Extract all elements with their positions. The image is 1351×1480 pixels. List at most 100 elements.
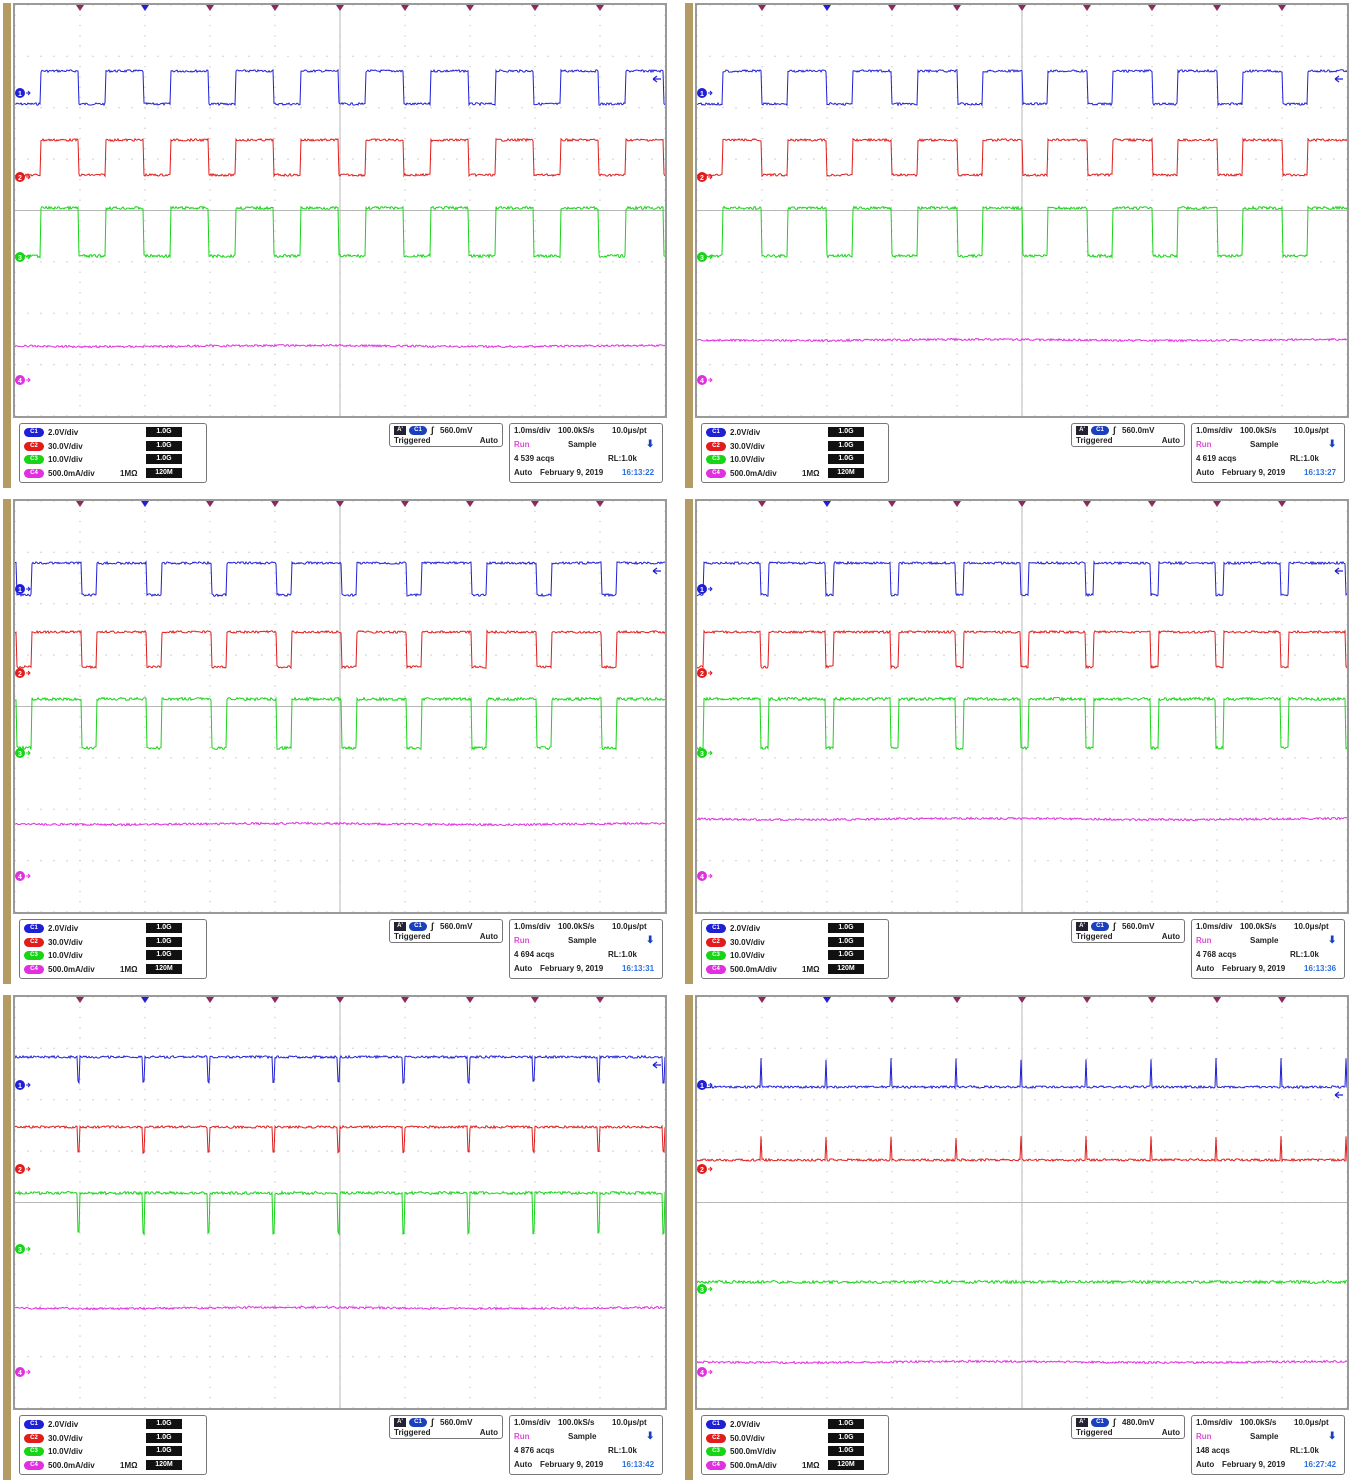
grid-dot <box>482 603 483 604</box>
grid-dot <box>274 179 275 180</box>
grid-dot <box>599 1325 600 1326</box>
grid-dot <box>1229 654 1230 655</box>
grid-dot <box>1073 5 1074 6</box>
grid-dot <box>105 313 106 314</box>
grid-dot <box>131 1305 132 1306</box>
grid-dot <box>534 654 535 655</box>
grid-dot <box>1190 603 1191 604</box>
grid-dot <box>664 1253 665 1254</box>
grid-dot <box>183 313 184 314</box>
grid-dot <box>352 1253 353 1254</box>
grid-dot <box>664 241 665 242</box>
grid-dot <box>891 613 892 614</box>
time-marker-icon <box>596 997 604 1003</box>
grid-dot <box>1216 634 1217 635</box>
grid-dot <box>79 1233 80 1234</box>
grid-dot <box>1086 572 1087 573</box>
bandwidth-value: 120M <box>837 965 855 972</box>
grid-dot <box>891 911 892 912</box>
grid-dot <box>417 1048 418 1049</box>
grid-dot <box>79 839 80 840</box>
grid-dot <box>534 541 535 542</box>
grid-dot <box>709 757 710 758</box>
grid-dot <box>326 997 327 998</box>
grid-dot <box>274 685 275 686</box>
grid-dot <box>956 415 957 416</box>
grid-dot <box>664 521 665 522</box>
grid-dot <box>105 552 106 553</box>
grid-dot <box>1294 107 1295 108</box>
grid-dot <box>326 107 327 108</box>
grid-dot <box>612 1150 613 1151</box>
grid-dot <box>534 128 535 129</box>
grid-dot <box>261 911 262 912</box>
grid-dot <box>748 552 749 553</box>
bandwidth-limit: 1.0G <box>146 427 182 437</box>
grid-dot <box>1229 107 1230 108</box>
grid-dot <box>456 313 457 314</box>
grid-dot <box>664 829 665 830</box>
grid-dot <box>15 1294 16 1295</box>
time-marker-icon <box>466 501 474 507</box>
grid-dot <box>79 634 80 635</box>
grid-dot <box>638 552 639 553</box>
grid-dot <box>79 1181 80 1182</box>
grid-dot <box>391 654 392 655</box>
grid-dot <box>300 809 301 810</box>
grid-dot <box>625 313 626 314</box>
time-marker-icon <box>1278 5 1286 11</box>
grid-dot <box>761 364 762 365</box>
grid-dot <box>15 200 16 201</box>
grid-dot <box>27 415 28 416</box>
grid-dot <box>404 1109 405 1110</box>
acq-mode: Sample <box>1250 935 1278 947</box>
grid-dot <box>183 552 184 553</box>
grid-dot <box>1307 501 1308 502</box>
grid-dot <box>1346 654 1347 655</box>
grid-dot <box>1281 405 1282 406</box>
grid-dot <box>1346 911 1347 912</box>
bandwidth-value: 1.0G <box>838 442 853 449</box>
